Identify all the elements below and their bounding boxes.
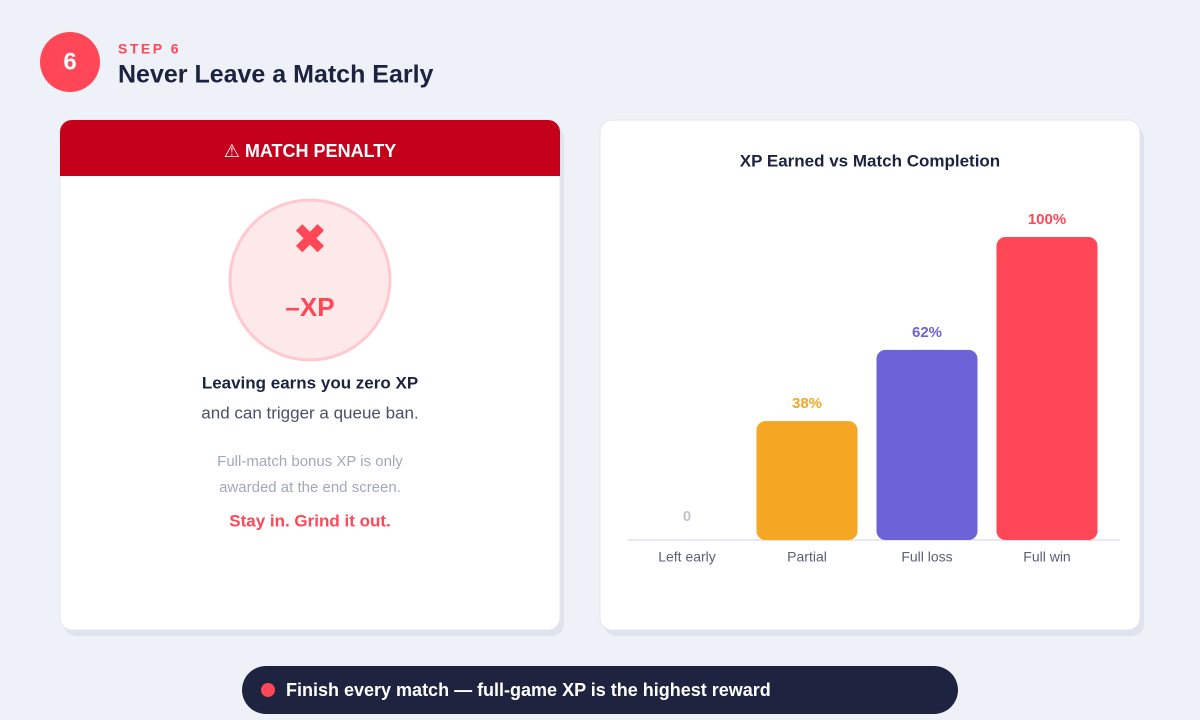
bar-value-label: 62% — [912, 324, 942, 341]
chart-title: XP Earned vs Match Completion — [740, 151, 1000, 170]
penalty-headline: Leaving earns you zero XP — [202, 373, 418, 392]
step-number: 6 — [63, 48, 76, 75]
bar — [996, 237, 1098, 540]
footer-pill — [242, 666, 958, 714]
x-tick-label: Full loss — [901, 549, 952, 565]
footer-text: Finish every match — full-game XP is the… — [286, 680, 771, 700]
bar-value-label: 38% — [792, 395, 822, 412]
penalty-icon: ✖ — [292, 215, 327, 264]
step-title: Never Leave a Match Early — [118, 61, 434, 89]
bar — [876, 349, 978, 540]
x-tick-label: Partial — [787, 549, 827, 565]
step-label: STEP 6 — [118, 41, 181, 57]
x-tick-label: Left early — [658, 549, 716, 565]
step-badge — [40, 32, 100, 92]
penalty-header — [60, 120, 560, 176]
bar-value-label: 100% — [1028, 211, 1066, 228]
penalty-note: Full-match bonus XP is only — [217, 453, 403, 470]
x-tick-label: Full win — [1023, 549, 1070, 565]
bar — [756, 421, 858, 541]
bars: Left early 0 Partial 38% Full loss 62% Full wi… — [658, 211, 1098, 565]
bar-value-label: 0 — [683, 508, 691, 525]
footer-dot — [261, 683, 275, 697]
penalty-note: awarded at the end screen. — [219, 479, 401, 496]
penalty-header-text: ⚠ MATCH PENALTY — [224, 141, 396, 161]
penalty-badge: –XP — [285, 292, 334, 322]
penalty-circle — [228, 198, 392, 362]
penalty-cta: Stay in. Grind it out. — [229, 511, 391, 530]
penalty-subline: and can trigger a queue ban. — [201, 403, 418, 422]
